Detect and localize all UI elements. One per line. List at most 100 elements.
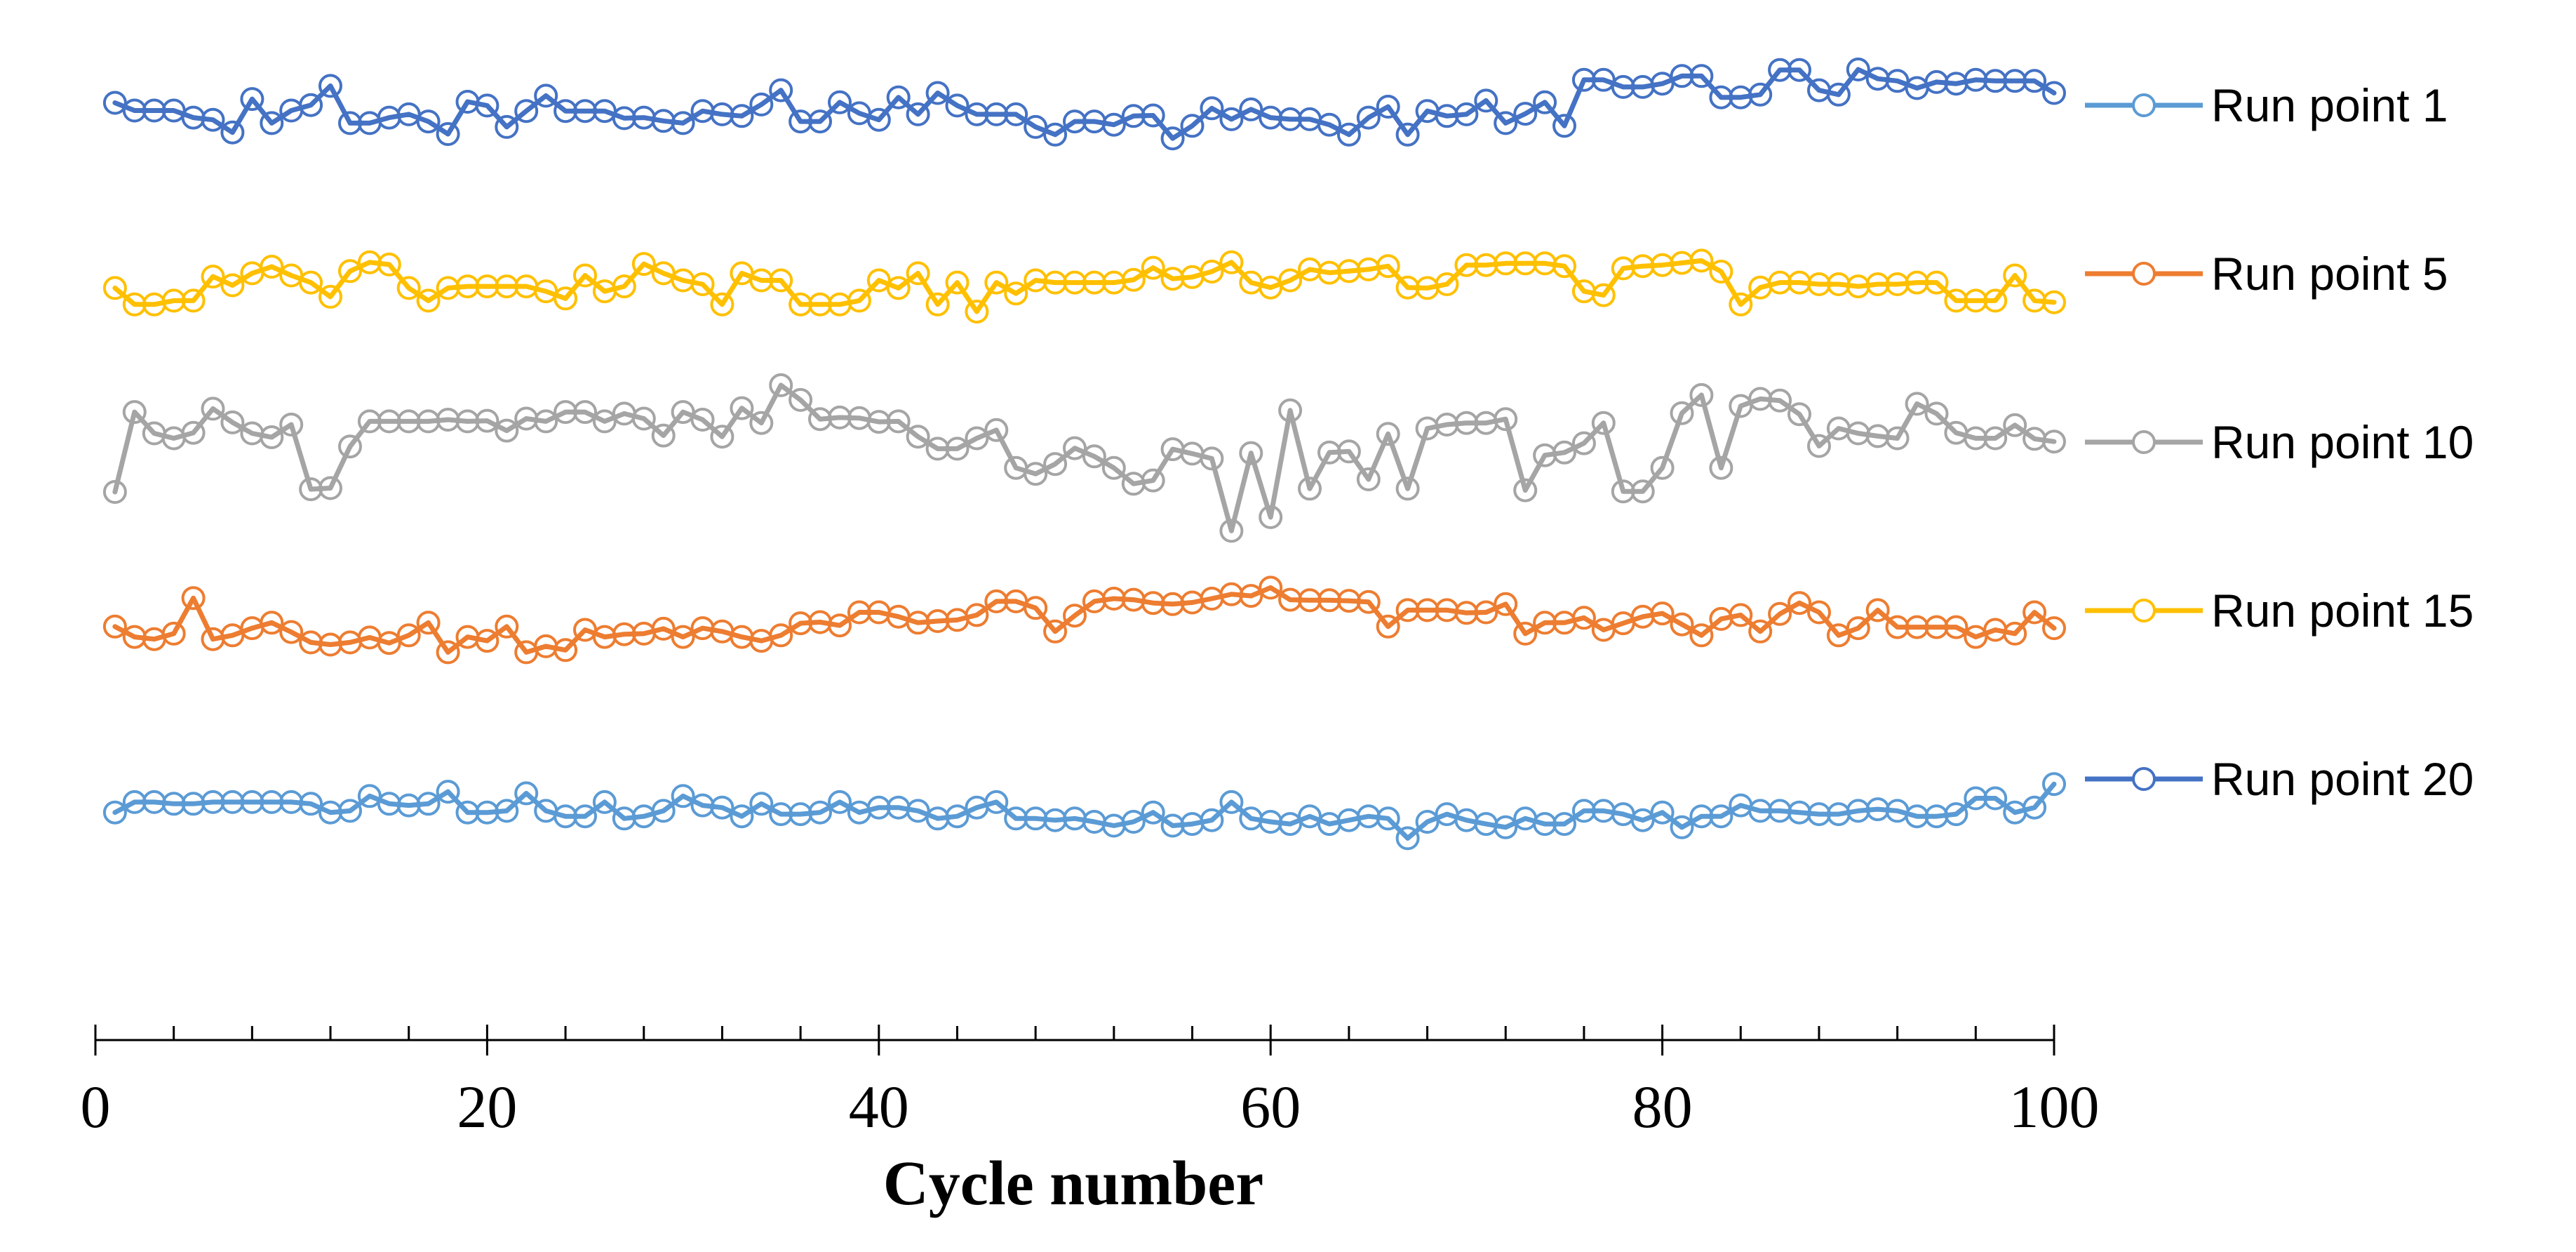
data-point bbox=[455, 274, 480, 299]
legend-label: Run point 20 bbox=[2211, 753, 2474, 805]
data-point bbox=[965, 102, 989, 126]
data-point bbox=[1435, 272, 1459, 296]
data-point bbox=[1709, 455, 1733, 480]
data-point bbox=[769, 78, 793, 102]
data-point bbox=[1278, 107, 1303, 131]
data-point bbox=[769, 623, 793, 648]
data-point bbox=[1709, 804, 1733, 829]
data-point bbox=[1689, 64, 1714, 88]
data-point bbox=[1160, 126, 1185, 151]
legend: Run point 1 Run point 5 Run point 10 Run po… bbox=[2085, 79, 2474, 805]
data-point bbox=[1141, 255, 1165, 280]
plot-area bbox=[102, 58, 2066, 851]
data-point bbox=[1239, 97, 1263, 121]
data-point bbox=[1768, 388, 1792, 413]
data-point bbox=[749, 268, 774, 293]
data-point bbox=[1494, 111, 1518, 135]
data-point bbox=[906, 261, 930, 286]
data-point bbox=[1317, 588, 1341, 613]
series-run-point-5 bbox=[102, 575, 2066, 665]
x-tick-label: 80 bbox=[1632, 1073, 1693, 1140]
data-point bbox=[1494, 592, 1518, 616]
data-point bbox=[2003, 413, 2027, 437]
data-point bbox=[1748, 82, 1773, 107]
data-point bbox=[1043, 452, 1068, 477]
data-point bbox=[906, 425, 930, 449]
data-point bbox=[808, 109, 832, 134]
data-point bbox=[1964, 426, 1988, 451]
data-point bbox=[260, 111, 284, 135]
data-point bbox=[279, 413, 304, 437]
data-point bbox=[1494, 815, 1518, 839]
data-point bbox=[1200, 808, 1224, 832]
data-point bbox=[495, 614, 519, 639]
data-point bbox=[2022, 600, 2047, 625]
data-point bbox=[631, 252, 656, 277]
data-point bbox=[1474, 600, 1498, 625]
data-point bbox=[1807, 802, 1831, 827]
data-point bbox=[710, 425, 734, 449]
data-point bbox=[730, 396, 754, 420]
data-point bbox=[789, 292, 813, 317]
data-point bbox=[866, 795, 891, 820]
data-point bbox=[1454, 102, 1479, 126]
data-point bbox=[984, 589, 1009, 613]
data-point bbox=[1885, 426, 1910, 451]
data-point bbox=[1024, 596, 1048, 620]
legend-label: Run point 5 bbox=[2211, 248, 2448, 300]
data-point bbox=[357, 409, 382, 434]
data-point bbox=[886, 85, 911, 109]
legend-swatch-marker bbox=[2132, 262, 2156, 286]
data-point bbox=[1101, 455, 1126, 480]
data-point bbox=[828, 90, 852, 114]
data-point bbox=[1552, 254, 1576, 279]
x-tick-label: 20 bbox=[457, 1073, 517, 1140]
data-point bbox=[181, 420, 206, 445]
data-point bbox=[592, 790, 617, 814]
series-run-point-10 bbox=[102, 373, 2066, 543]
data-point bbox=[1768, 58, 1792, 82]
data-point bbox=[2022, 69, 2047, 93]
data-point bbox=[240, 87, 264, 112]
data-point bbox=[1454, 253, 1479, 277]
data-point bbox=[1356, 105, 1381, 130]
data-point bbox=[1924, 270, 1949, 295]
data-point bbox=[847, 600, 871, 625]
data-point bbox=[1513, 621, 1538, 646]
x-tick-label: 100 bbox=[2009, 1073, 2100, 1140]
data-point bbox=[2003, 69, 2027, 93]
data-point bbox=[984, 418, 1009, 442]
legend-item-run-point-15: Run point 15 bbox=[2085, 585, 2474, 637]
data-point bbox=[534, 84, 558, 108]
data-point bbox=[1807, 600, 1831, 625]
data-point bbox=[436, 122, 460, 146]
series-run-point-20 bbox=[102, 58, 2066, 151]
data-point bbox=[1259, 575, 1283, 600]
data-point bbox=[1905, 615, 1929, 639]
data-point bbox=[416, 792, 441, 816]
data-point bbox=[102, 800, 127, 825]
data-point bbox=[906, 102, 930, 126]
data-point bbox=[1983, 426, 2008, 451]
data-point bbox=[1670, 401, 1694, 425]
data-point bbox=[828, 405, 852, 429]
data-point bbox=[1513, 478, 1538, 502]
data-point bbox=[1004, 102, 1028, 126]
data-point bbox=[2042, 290, 2066, 314]
data-point bbox=[455, 800, 480, 825]
data-point bbox=[1787, 591, 1811, 615]
data-point bbox=[102, 276, 127, 300]
data-point bbox=[1200, 96, 1224, 121]
data-point bbox=[338, 434, 362, 459]
legend-item-run-point-1: Run point 1 bbox=[2085, 79, 2448, 131]
data-point bbox=[2042, 81, 2066, 105]
data-point bbox=[1807, 272, 1831, 296]
data-point bbox=[965, 300, 989, 324]
data-point bbox=[455, 409, 480, 434]
data-point bbox=[984, 270, 1009, 295]
data-point bbox=[514, 781, 539, 806]
data-point bbox=[1650, 800, 1675, 825]
data-point bbox=[396, 409, 421, 434]
